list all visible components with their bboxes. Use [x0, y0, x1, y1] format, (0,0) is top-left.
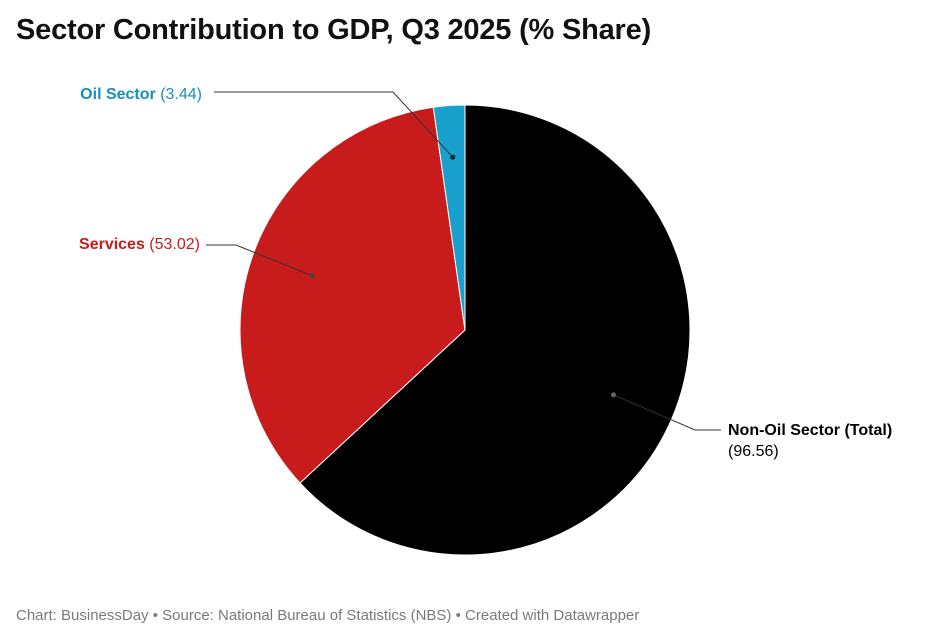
label-oil-sector-dot: [450, 154, 456, 160]
pie-slice-oil-sector: [432, 104, 466, 331]
label-services-value: (53.02): [149, 236, 200, 253]
pie-slice-services: [239, 106, 466, 484]
chart-footer: Chart: BusinessDay • Source: National Bu…: [16, 607, 640, 624]
label-non-oil-sector-total-leader: [613, 394, 721, 431]
label-oil-sector-leader: [214, 91, 454, 158]
label-services: Services (53.02): [79, 236, 200, 253]
label-services-leader: [206, 244, 313, 277]
label-non-oil-sector-total-value: (96.56): [728, 443, 779, 460]
label-oil-sector: Oil Sector (3.44): [80, 86, 202, 103]
label-non-oil-sector-total-dot: [610, 392, 616, 398]
label-services-name: Services: [79, 236, 149, 253]
pie-chart: Non-Oil Sector (Total) (96.56) Services (5…: [79, 86, 892, 556]
label-services-dot: [309, 273, 315, 279]
label-non-oil-sector-total-name: Non-Oil Sector (Total): [728, 422, 892, 439]
label-oil-sector-name: Oil Sector: [80, 86, 160, 103]
label-oil-sector-value: (3.44): [160, 86, 202, 103]
chart-title: Sector Contribution to GDP, Q3 2025 (% S…: [16, 14, 652, 46]
